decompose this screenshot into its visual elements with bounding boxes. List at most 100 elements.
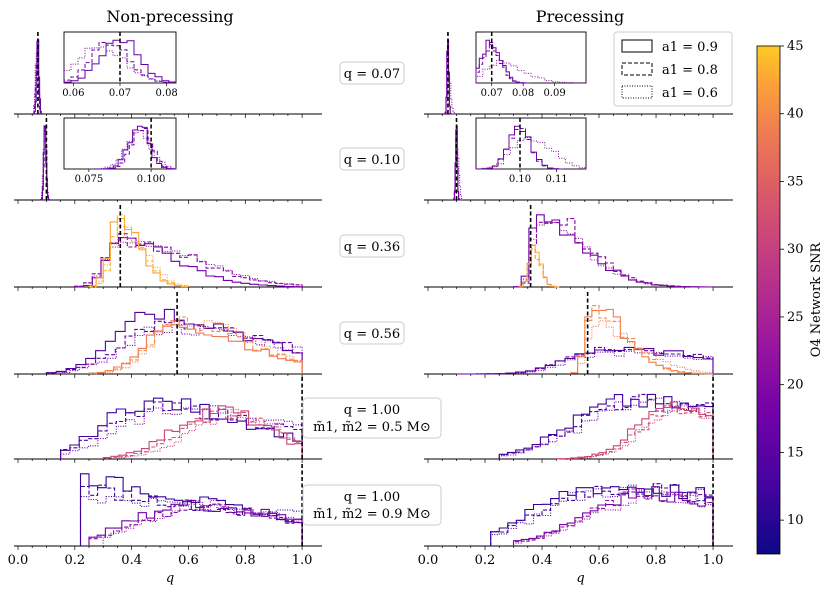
right-title: Precessing [536,7,624,26]
row-label-4: q = 1.00 m̃1, m̃2 = 0.5 M⊙ [302,397,442,439]
hist-curve [444,43,454,115]
row-label-1: q = 0.10 [339,147,405,171]
colorbar-tick-label: 35 [787,174,804,189]
inset-curve [476,128,564,170]
inset-tick-label: 0.10 [509,174,531,185]
x-tick-label: 0.0 [8,553,29,568]
inset-curve [63,42,177,84]
row-label-q: q = 1.00 [344,490,400,505]
inset-tick-label: 0.09 [543,88,565,99]
hist-curve [555,401,714,460]
hist-curve [569,405,714,460]
x-tick-label: 0.8 [235,553,256,568]
left-title: Non-precessing [106,7,233,26]
hist-curve [60,401,303,459]
row-labels: q = 0.07 q = 0.10 q = 0.36 q = 0.56 q = 1.00… [302,61,442,526]
hist-curve [88,316,303,374]
hist-curve [518,248,560,288]
row-label-box [339,61,405,85]
colorbar-tick-label: 20 [787,378,804,393]
inset-panel: 0.075 0.100 [63,117,177,185]
row-label-box [339,321,405,345]
inset-curve [101,128,177,170]
hist-curve [88,218,190,288]
hist-curve [490,484,714,546]
x-tick-label: 0.6 [178,553,199,568]
inset-tick-label: 0.06 [62,88,84,99]
colorbar-tick-label: 25 [787,310,804,325]
inset-curve [63,46,177,84]
inset-frame [475,31,587,84]
inset-tick-label: 0.11 [546,174,568,185]
inset-tick-label: 0.08 [512,88,534,99]
colorbar-ticks: 10 15 20 25 30 35 40 45 [780,39,804,528]
legend-label-3: a1 = 0.6 [662,86,718,101]
x-axis-label: q [166,571,174,586]
colorbar: 10 15 20 25 30 35 40 45 O4 Network SNR [756,39,824,555]
colorbar-gradient [756,45,781,555]
row-label-mass: m̃1, m̃2 = 0.5 M⊙ [313,420,431,435]
inset-panel: 0.07 0.08 0.09 [475,31,587,99]
panel-r0-nonprecessing: 0.06 0.07 0.08 [14,31,322,118]
colorbar-tick-label: 30 [787,242,804,257]
panel-r1-precessing: 0.10 0.11 [424,117,733,204]
hist-curve [555,405,714,460]
legend-swatch-solid [621,39,653,53]
colorbar-label: O4 Network SNR [809,241,824,357]
hist-curve [88,214,190,288]
hist-curve [88,320,303,375]
legend-label-2: a1 = 0.8 [662,63,718,78]
panel-r2-nonprecessing [14,205,322,291]
hist-curve [102,405,303,459]
legend-label-1: a1 = 0.9 [662,40,718,55]
hist-curve [490,483,714,546]
row-label-q: q = 0.36 [344,240,400,255]
x-axes: 0.0 0.2 0.4 0.6 0.8 1.0 q 0.0 0.2 0.4 0.6 0.8 1.0 q [8,553,724,586]
inset-curve [475,60,587,84]
hist-curve [569,308,714,375]
hist-curve [40,133,50,200]
row-label-5: q = 1.00 m̃1, m̃2 = 0.9 M⊙ [302,484,442,526]
x-tick-label: 0.2 [64,553,85,568]
legend-swatch-dashed [621,62,653,76]
hist-curve [74,240,303,287]
hist-curve [512,221,714,288]
inset-tick-label: 0.07 [109,88,131,99]
x-tick-label: 0.0 [418,553,439,568]
hist-curve [74,237,303,288]
hist-curve [569,320,714,374]
row-label-q: q = 0.56 [344,327,400,342]
x-tick-label: 0.2 [475,553,496,568]
row-label-2: q = 0.36 [339,234,405,258]
x-tick-label: 0.4 [121,553,142,568]
row-label-q: q = 0.10 [344,153,400,168]
panel-r3-nonprecessing [14,292,322,378]
hist-curve [512,486,714,546]
inset-tick-label: 0.075 [75,174,104,185]
hist-curve [456,346,714,375]
hist-curve [498,397,714,459]
hist-curve [88,503,303,546]
row-label-box [339,234,405,258]
inset-tick-label: 0.08 [156,88,178,99]
colorbar-tick-label: 45 [787,39,804,54]
row-label-mass: m̃1, m̃2 = 0.9 M⊙ [313,507,431,522]
colorbar-tick-label: 15 [787,445,804,460]
legend-frame [613,31,733,107]
inset-curve [475,137,587,170]
hist-curve [45,320,303,374]
inset-tick-label: 0.100 [137,174,166,185]
hist-curve [116,409,303,459]
panel-r4-precessing [424,377,733,463]
panel-r1-nonprecessing: 0.075 0.100 [14,117,322,204]
hist-curve [45,308,303,374]
inset-panel: 0.06 0.07 0.08 [62,31,178,99]
row-label-box [302,397,442,439]
hist-curve [102,409,303,459]
row-label-q: q = 1.00 [344,403,400,418]
colorbar-tick-label: 40 [787,107,804,122]
x-tick-label: 0.8 [646,553,667,568]
inset-curve [475,42,530,84]
hist-curve [60,405,303,459]
